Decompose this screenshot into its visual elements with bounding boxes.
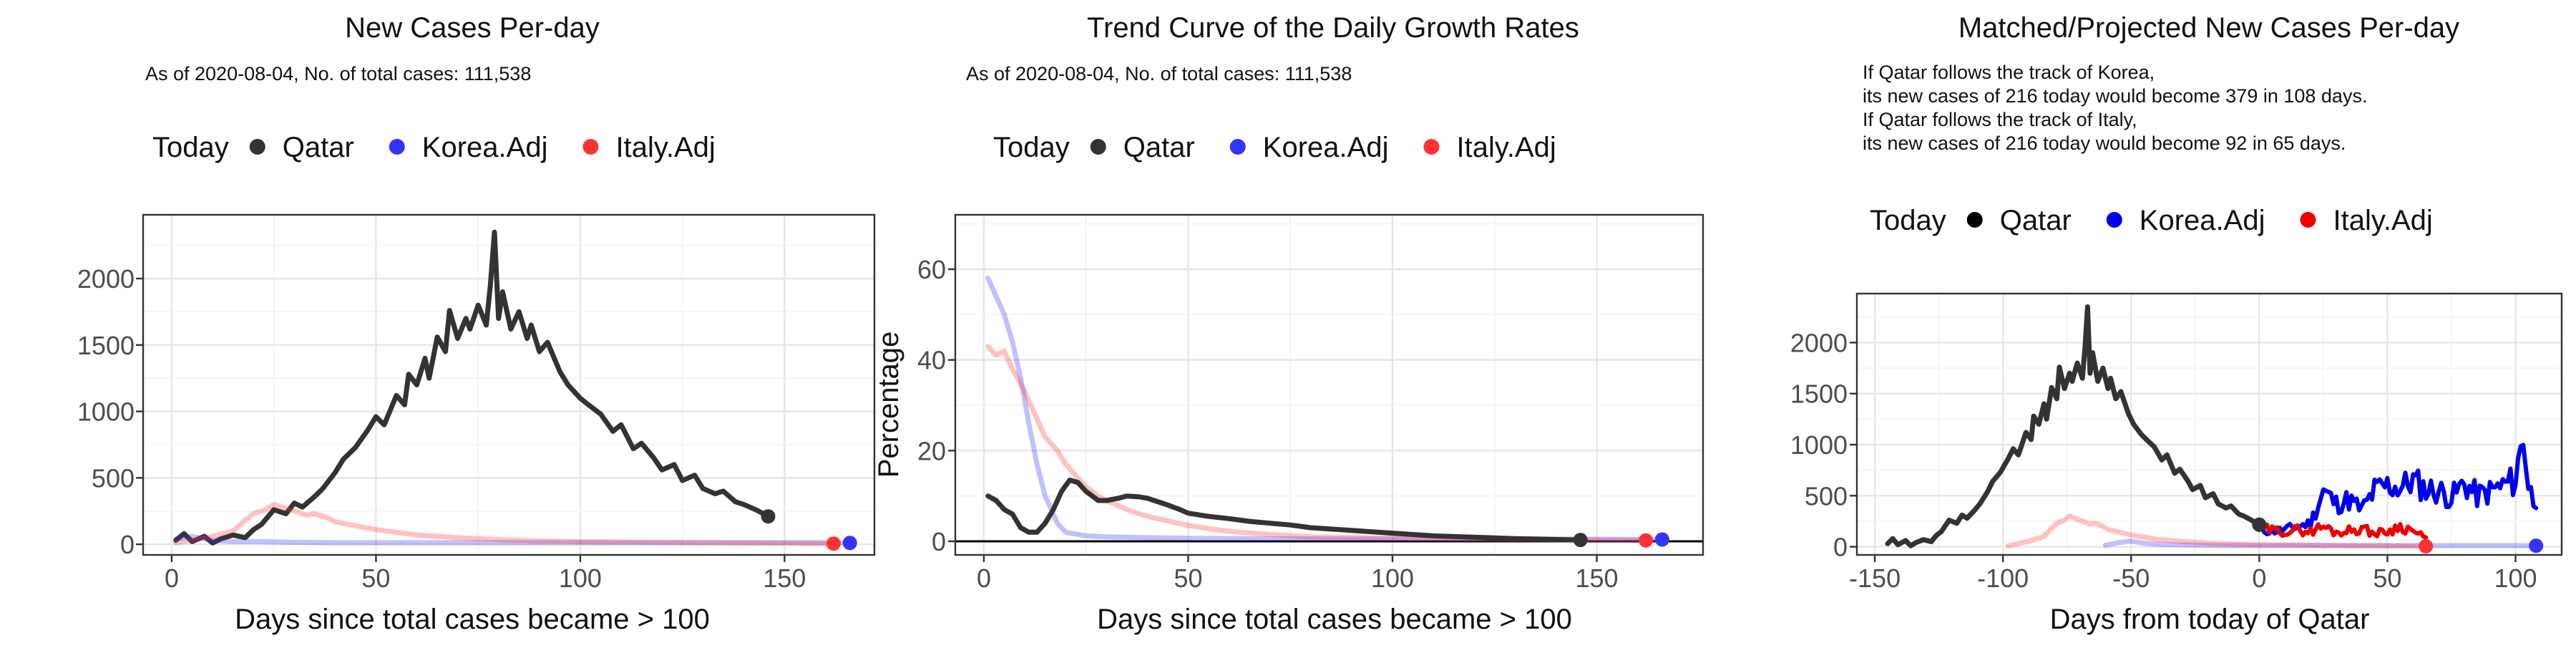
x-tick-label: 150 (763, 564, 806, 593)
y-tick-label: 20 (917, 436, 946, 465)
y-tick-label: 0 (120, 530, 135, 559)
x-tick-label: 0 (977, 564, 991, 593)
today-point-qatar (2252, 517, 2267, 532)
subtitle-line: its new cases of 216 today would become … (1863, 132, 2346, 154)
legend-label: Qatar (1123, 132, 1195, 163)
panel-title: Trend Curve of the Daily Growth Rates (1087, 12, 1579, 44)
today-point-korea-adj (1654, 532, 1669, 547)
panel-growth-rates: Trend Curve of the Daily Growth Rates As… (873, 12, 1704, 635)
x-tick-label: -100 (1977, 564, 2029, 593)
legend-key (2106, 212, 2122, 228)
panel-title: New Cases Per-day (345, 12, 600, 44)
y-tick-label: 1500 (77, 331, 135, 360)
today-point-italy-adj (826, 536, 841, 551)
legend: Today Qatar Korea.Adj Italy.Adj (152, 132, 716, 163)
y-tick-label: 2000 (77, 264, 135, 294)
subtitle-line: its new cases of 216 today would become … (1863, 85, 2367, 107)
x-axis-label: Days since total cases became > 100 (235, 604, 710, 635)
legend-key (1423, 139, 1440, 155)
panel-border (142, 213, 876, 556)
y-axis-label: Percentage (873, 332, 904, 478)
series-line-korea-adj-projected (2257, 443, 2539, 536)
x-tick-label: 0 (2252, 564, 2266, 593)
legend: Today Qatar Korea.Adj Italy.Adj (993, 132, 1556, 163)
x-tick-label: 100 (559, 564, 602, 593)
x-tick-label: 0 (165, 564, 179, 593)
today-point-italy-adj (2419, 538, 2434, 553)
series-line-qatar (173, 229, 771, 546)
legend-label: Qatar (2000, 205, 2072, 236)
series-line-italy-adj (2005, 513, 2429, 549)
x-tick-label: 50 (361, 564, 390, 593)
subtitle-line: If Qatar follows the track of Korea, (1863, 62, 2155, 83)
panel-title: Matched/Projected New Cases Per-day (1958, 12, 2459, 44)
x-tick-label: -50 (2112, 564, 2150, 593)
legend-title: Today (1870, 205, 1946, 236)
legend-label: Korea.Adj (422, 132, 548, 163)
panel-new-cases: New Cases Per-day As of 2020-08-04, No. … (77, 12, 876, 635)
x-tick-label: 100 (2494, 564, 2537, 593)
legend-label: Korea.Adj (1263, 132, 1389, 163)
legend-key (582, 139, 599, 155)
legend-title: Today (993, 132, 1070, 163)
legend: Today Qatar Korea.Adj Italy.Adj (1870, 205, 2433, 236)
subtitle-line: If Qatar follows the track of Italy, (1863, 109, 2137, 130)
gridlines (955, 215, 1703, 555)
legend-key (1966, 212, 1983, 228)
legend-label: Korea.Adj (2140, 205, 2265, 236)
gridlines (143, 215, 874, 555)
series-line-korea-adj (2102, 538, 2539, 548)
series-line-qatar (1885, 304, 2262, 548)
x-axis-label: Days since total cases became > 100 (1097, 604, 1572, 635)
series-line-italy-adj-projected (2257, 521, 2429, 540)
y-tick-label: 500 (1805, 481, 1848, 511)
legend-label: Italy.Adj (2333, 205, 2432, 236)
x-tick-label: -150 (1849, 564, 1901, 593)
legend-label: Italy.Adj (1456, 132, 1556, 163)
series-line-korea-adj (173, 533, 853, 546)
legend-label: Italy.Adj (615, 132, 715, 163)
today-point-korea-adj (2529, 538, 2544, 553)
series-line-italy-adj (985, 344, 1649, 543)
legend-key (249, 139, 265, 155)
today-point-korea-adj (842, 536, 857, 551)
gridlines (1857, 294, 2562, 555)
legend-title: Today (152, 132, 229, 163)
x-tick-label: 150 (1575, 564, 1618, 593)
panel-subtitle: As of 2020-08-04, No. of total cases: 11… (145, 63, 531, 84)
y-tick-label: 500 (92, 463, 135, 493)
today-point-italy-adj (1639, 533, 1654, 548)
legend-key (1090, 139, 1106, 155)
legend-key (389, 139, 405, 155)
y-tick-label: 0 (1833, 533, 1848, 562)
series-line-qatar (985, 478, 1584, 543)
series-line-italy-adj (173, 502, 836, 546)
today-point-qatar (1573, 533, 1588, 548)
legend-key (1229, 139, 1246, 155)
y-tick-label: 1000 (1790, 430, 1848, 460)
legend-label: Qatar (283, 132, 354, 163)
plot-area: 0 50 100 150 0 20 40 60 (917, 213, 1704, 593)
x-tick-label: 50 (2373, 564, 2401, 593)
panel-border (954, 213, 1704, 556)
x-axis-label: Days from today of Qatar (2050, 604, 2370, 635)
x-tick-label: 50 (1174, 564, 1202, 593)
y-tick-label: 40 (917, 346, 946, 375)
panel-subtitle: As of 2020-08-04, No. of total cases: 11… (966, 63, 1352, 84)
y-tick-label: 2000 (1790, 328, 1848, 357)
series-line-korea-adj (985, 276, 1665, 542)
panel-border (1855, 292, 2563, 556)
y-tick-label: 1000 (77, 397, 135, 427)
x-tick-label: 100 (1371, 564, 1414, 593)
panel-projected: Matched/Projected New Cases Per-day If Q… (1790, 12, 2563, 635)
y-tick-label: 0 (932, 527, 946, 556)
legend-key (2300, 212, 2316, 228)
today-point-qatar (761, 509, 776, 524)
y-tick-label: 60 (917, 255, 946, 284)
y-tick-label: 1500 (1790, 379, 1848, 409)
